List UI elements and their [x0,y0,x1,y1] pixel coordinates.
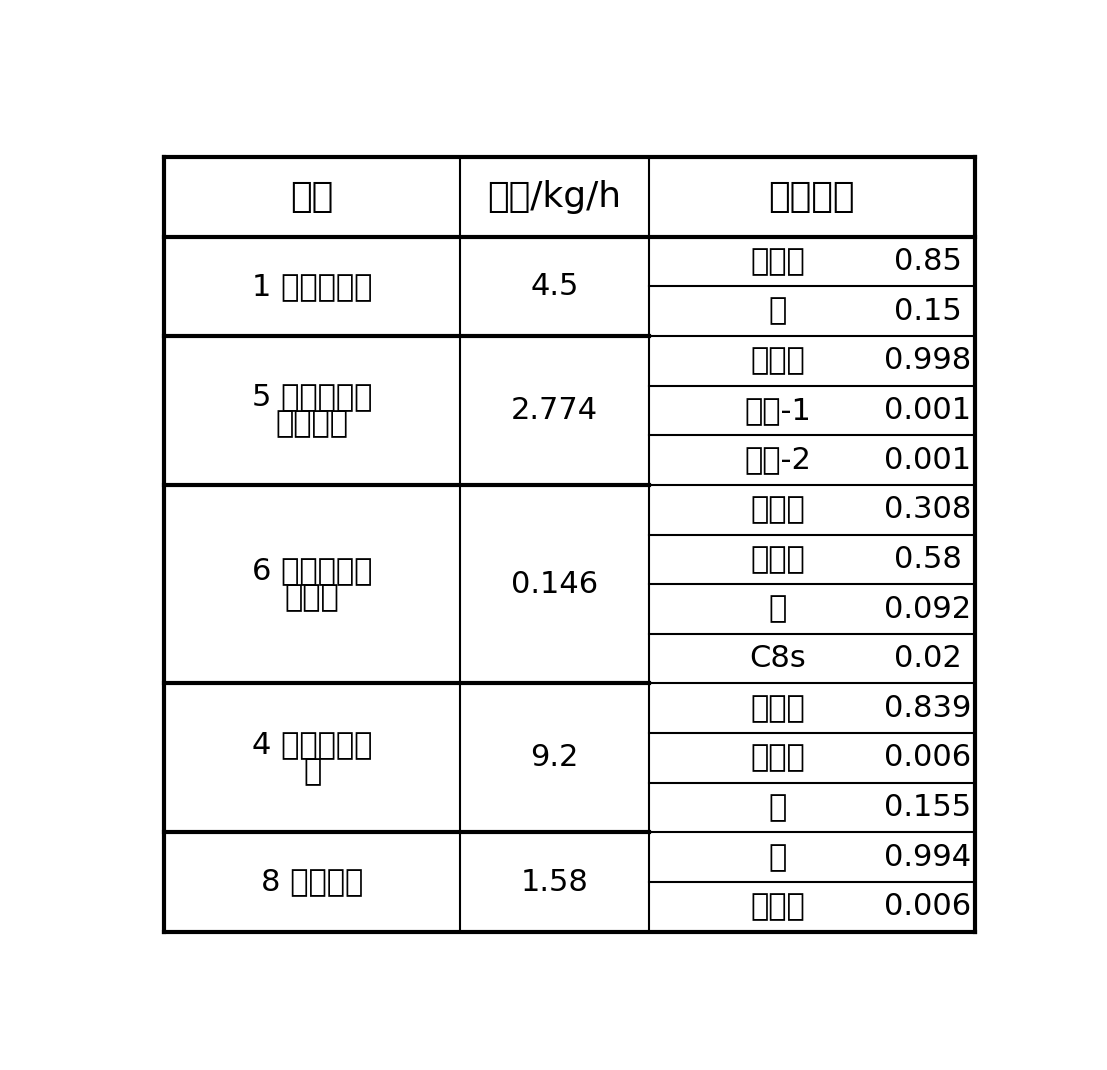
Text: 0.15: 0.15 [893,296,962,325]
Text: 0.308: 0.308 [884,495,971,524]
Text: 物流: 物流 [290,180,333,214]
Text: 1.58: 1.58 [520,868,589,897]
Text: 水: 水 [768,595,787,624]
Text: 0.001: 0.001 [884,445,971,475]
Text: 料: 料 [303,758,321,786]
Text: 0.85: 0.85 [893,247,962,276]
Text: 异丁烯: 异丁烯 [751,744,805,773]
Text: 4.5: 4.5 [530,272,579,301]
Text: 异丁烯: 异丁烯 [751,495,805,524]
Text: 0.155: 0.155 [884,793,971,822]
Text: 丁烯产品: 丁烯产品 [276,410,349,439]
Text: 水: 水 [768,296,787,325]
Text: 水: 水 [768,843,787,872]
Text: 2.774: 2.774 [511,396,598,425]
Text: 5 塔顶汽相异: 5 塔顶汽相异 [252,382,372,411]
Text: 丁烯-1: 丁烯-1 [744,396,811,425]
Text: 9.2: 9.2 [530,744,579,773]
Text: 1 叔丁醇原料: 1 叔丁醇原料 [252,272,372,301]
Text: 4 侧线采出物: 4 侧线采出物 [252,730,372,759]
Text: 出物料: 出物料 [284,583,340,612]
Text: 0.839: 0.839 [884,693,971,723]
Text: C8s: C8s [749,644,806,673]
Text: 6 塔顶液相采: 6 塔顶液相采 [252,556,372,585]
Text: 叔丁醇: 叔丁醇 [751,892,805,921]
Text: 0.58: 0.58 [893,545,962,574]
Text: 质量组成: 质量组成 [768,180,855,214]
Text: 0.994: 0.994 [884,843,971,872]
Text: 0.092: 0.092 [884,595,971,624]
Text: 异丁烯: 异丁烯 [751,347,805,376]
Text: 丁烯-2: 丁烯-2 [744,445,811,475]
Text: 流量/kg/h: 流量/kg/h [487,180,621,214]
Text: 水: 水 [768,793,787,822]
Text: 0.146: 0.146 [511,569,598,599]
Text: 0.02: 0.02 [893,644,962,673]
Text: 叔丁醇: 叔丁醇 [751,247,805,276]
Text: 叔丁醇: 叔丁醇 [751,693,805,723]
Text: 0.006: 0.006 [884,892,971,921]
Text: 8 塔釜出料: 8 塔釜出料 [261,868,363,897]
Text: 0.001: 0.001 [884,396,971,425]
Text: 叔丁醇: 叔丁醇 [751,545,805,574]
Text: 0.998: 0.998 [884,347,971,376]
Text: 0.006: 0.006 [884,744,971,773]
